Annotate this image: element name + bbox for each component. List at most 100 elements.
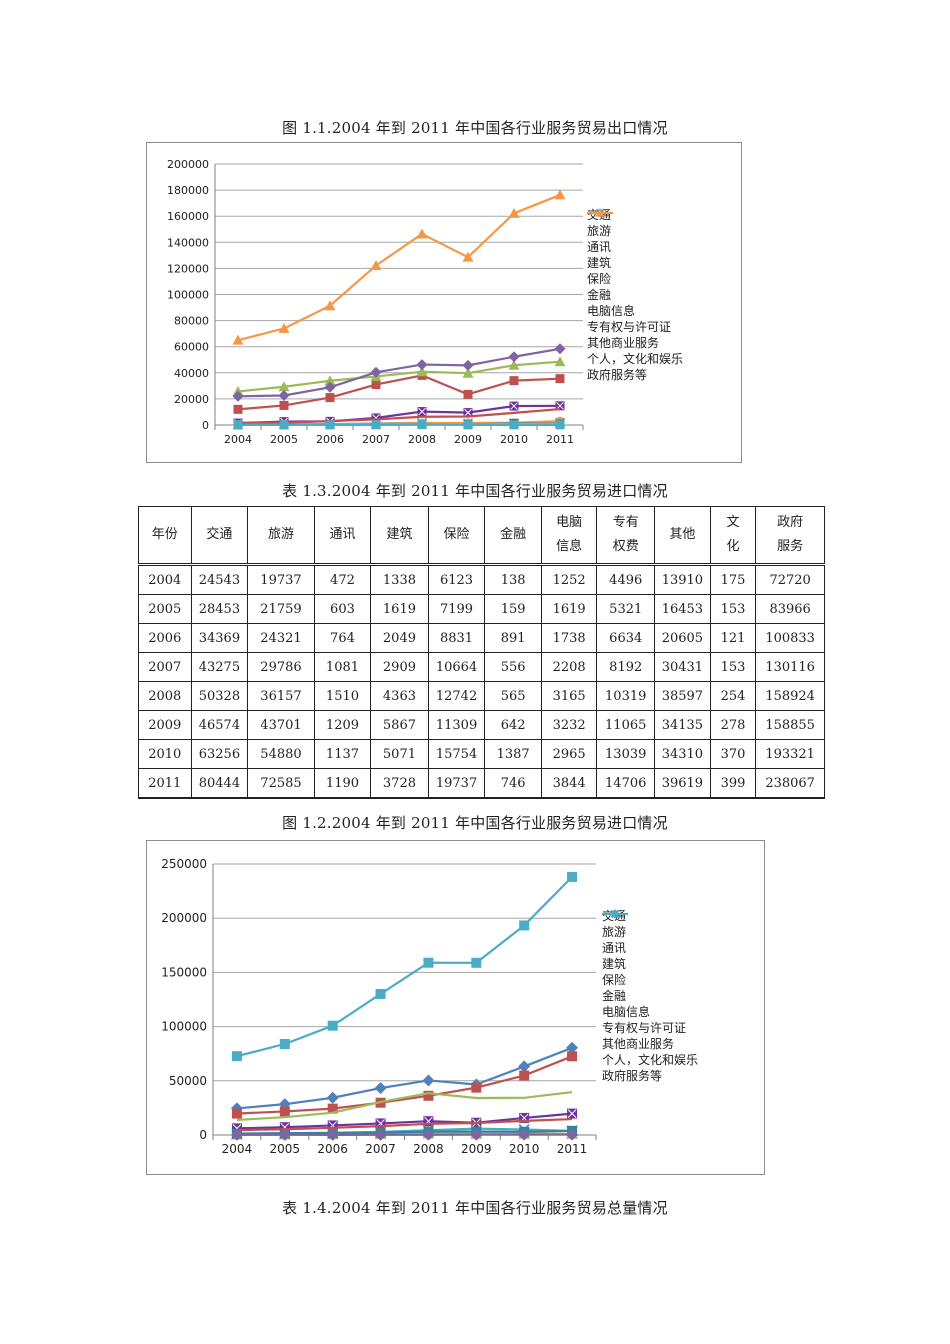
table-row: 2006 34369 24321 764 2049 8831 891 1738 6634 2060… — [138, 623, 825, 653]
y-tick-label: 200000 — [161, 911, 207, 925]
column-header-text: 权费 — [612, 539, 639, 554]
data-point — [374, 1128, 387, 1141]
value-cell: 1338 — [370, 564, 429, 595]
value-cell: 72585 — [247, 768, 315, 799]
year-cell: 2004 — [138, 564, 192, 595]
table-row: 2008 50328 36157 1510 4363 12742 565 3165 10319 3… — [138, 681, 825, 711]
legend-item: 保险 — [587, 209, 683, 287]
value-cell: 11309 — [427, 710, 486, 740]
value-cell: 1387 — [484, 739, 542, 769]
legend-item: 旅游 — [587, 208, 683, 239]
value-cell: 4496 — [596, 564, 656, 595]
value-cell: 158855 — [755, 710, 825, 740]
series-line — [236, 1090, 573, 1122]
data-point — [278, 390, 290, 402]
value-cell: 8831 — [427, 623, 486, 653]
value-cell: 5321 — [596, 594, 656, 624]
export-chart-svg: 0 20000 40000 60000 80000 100000 120000 140000 1… — [167, 158, 584, 446]
data-point — [471, 957, 482, 968]
value-cell: 43701 — [247, 710, 315, 740]
value-cell: 34369 — [190, 623, 249, 653]
value-cell: 15754 — [427, 739, 486, 769]
value-cell: 7199 — [427, 594, 486, 624]
table-caption-import: 表 1.3.2004 年到 2011 年中国各行业服务贸易进口情况 — [282, 482, 668, 500]
legend-item: 个人，文化和娱乐 — [602, 909, 699, 1068]
column-header-text: 文 — [726, 515, 740, 530]
series-path — [236, 1046, 573, 1110]
series-path — [237, 374, 561, 411]
data-point — [555, 374, 565, 384]
value-cell: 80444 — [190, 768, 249, 799]
legend-label: 专有权与许可证 — [602, 1021, 687, 1035]
value-cell: 565 — [484, 681, 542, 711]
data-point — [370, 366, 382, 378]
legend-label: 个人，文化和娱乐 — [587, 352, 684, 366]
data-point — [231, 1108, 242, 1119]
value-cell: 3165 — [540, 681, 598, 711]
column-header: 建筑 — [370, 506, 429, 566]
series-line — [233, 419, 565, 430]
column-header: 文化 — [709, 506, 757, 566]
data-point — [462, 367, 474, 378]
data-point — [416, 359, 428, 371]
import-chart-legend: 交通旅游通讯建筑保险金融电脑信息专有权与许可证其他商业服务个人，文化和娱乐政府服… — [602, 908, 698, 1084]
value-cell: 130116 — [755, 652, 825, 682]
export-line-chart: 0 20000 40000 60000 80000 100000 120000 140000 1… — [146, 142, 742, 463]
year-cell: 2006 — [138, 623, 192, 653]
value-cell: 24543 — [190, 564, 249, 595]
series-line — [230, 1128, 579, 1141]
legend-key — [587, 208, 613, 217]
series-line — [236, 1117, 573, 1132]
value-cell: 6123 — [427, 564, 486, 595]
column-header-text: 专有 — [612, 515, 639, 530]
data-point — [278, 322, 290, 333]
y-tick-label: 250000 — [161, 857, 207, 871]
series-line — [237, 407, 561, 425]
data-point — [279, 1106, 290, 1117]
data-point — [233, 404, 243, 414]
column-header-text: 年份 — [151, 527, 178, 542]
column-header-text: 政府 — [777, 515, 804, 530]
y-tick-label: 100000 — [161, 1020, 207, 1034]
year-cell: 2007 — [138, 652, 192, 682]
column-header-text: 建筑 — [386, 527, 413, 542]
x-tick-label: 2008 — [408, 433, 436, 446]
data-point — [327, 1103, 338, 1114]
column-header: 政府 服务 — [755, 506, 825, 566]
series-path — [237, 407, 561, 425]
legend-label: 政府服务等 — [602, 1069, 663, 1083]
legend-item: 旅游 — [602, 910, 698, 940]
data-point — [556, 401, 564, 410]
x-tick-label: 2007 — [365, 1142, 396, 1156]
value-cell: 2965 — [540, 739, 598, 769]
column-header: 金融 — [484, 506, 542, 566]
data-point — [278, 1098, 291, 1111]
data-point — [611, 910, 619, 918]
legend-label: 个人，文化和娱乐 — [602, 1053, 699, 1067]
data-point — [566, 1128, 579, 1141]
y-tick-label: 120000 — [167, 262, 209, 275]
column-header-text: 保险 — [443, 527, 470, 542]
data-point — [554, 343, 566, 355]
data-point — [471, 1082, 482, 1093]
data-point — [374, 1082, 387, 1095]
series-line — [232, 356, 566, 396]
data-point — [279, 420, 289, 430]
value-cell: 46574 — [190, 710, 249, 740]
data-point — [508, 359, 520, 370]
value-cell: 1738 — [540, 623, 598, 653]
series-path — [237, 347, 561, 398]
y-tick-label: 80000 — [174, 315, 209, 328]
x-tick-label: 2006 — [316, 433, 344, 446]
x-tick-label: 2011 — [546, 433, 574, 446]
series-path — [236, 1090, 573, 1122]
legend-label: 旅游 — [602, 925, 627, 939]
value-cell: 3728 — [370, 768, 429, 799]
value-cell: 764 — [313, 623, 372, 653]
value-cell: 28453 — [190, 594, 249, 624]
x-tick-label: 2004 — [224, 433, 252, 446]
value-cell: 12742 — [427, 681, 486, 711]
value-cell: 30431 — [654, 652, 711, 682]
table-row: 2005 28453 21759 603 1619 7199 159 1619 5321 1645… — [138, 594, 825, 624]
value-cell: 121 — [709, 623, 757, 653]
